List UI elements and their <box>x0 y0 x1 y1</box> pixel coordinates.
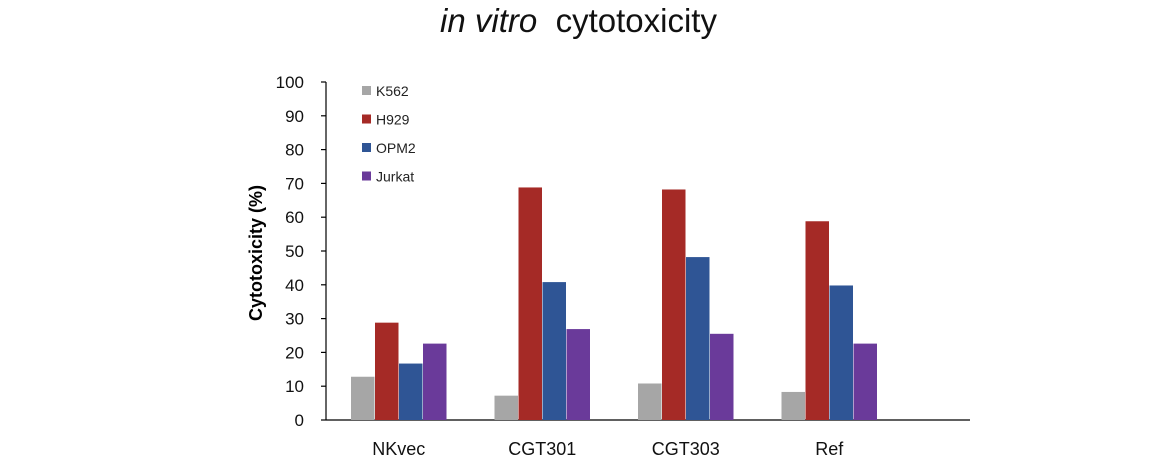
legend-label-opm2: OPM2 <box>376 140 416 156</box>
bar-jurkat-cgt301 <box>566 329 590 420</box>
y-tick-label: 70 <box>285 174 304 193</box>
legend-swatch-opm2 <box>362 143 371 152</box>
y-tick-label: 20 <box>285 343 304 362</box>
y-tick-label: 90 <box>285 107 304 126</box>
x-tick-label: CGT301 <box>508 439 576 459</box>
bar-k562-ref <box>781 391 805 420</box>
bar-h929-cgt301 <box>518 187 542 420</box>
bar-jurkat-ref <box>853 343 877 420</box>
bar-k562-cgt301 <box>494 395 518 420</box>
legend-swatch-jurkat <box>362 171 371 181</box>
x-tick-label: Ref <box>815 439 844 459</box>
bar-h929-ref <box>805 221 829 420</box>
legend-label-k562: K562 <box>376 83 409 99</box>
bar-k562-cgt303 <box>638 383 662 420</box>
y-tick-label: 30 <box>285 310 304 329</box>
bar-opm2-cgt303 <box>686 257 710 420</box>
chart-title-rest: cytotoxicity <box>555 2 717 39</box>
bar-opm2-cgt301 <box>542 282 566 420</box>
y-tick-label: 60 <box>285 208 304 227</box>
y-tick-label: 10 <box>285 377 304 396</box>
y-tick-label: 80 <box>285 141 304 160</box>
bar-h929-cgt303 <box>662 189 686 420</box>
bar-opm2-ref <box>829 285 853 420</box>
bar-jurkat-cgt303 <box>710 333 734 420</box>
legend-label-jurkat: Jurkat <box>376 169 414 185</box>
y-tick-label: 50 <box>285 242 304 261</box>
bar-h929-nkvec <box>375 322 399 420</box>
legend-swatch-k562 <box>362 86 371 95</box>
bar-jurkat-nkvec <box>423 343 447 420</box>
bar-k562-nkvec <box>351 376 375 420</box>
chart-title: in vitro cytotoxicity <box>0 2 1157 40</box>
chart-title-italic: in vitro <box>440 2 538 39</box>
y-tick-label: 0 <box>295 411 304 430</box>
y-tick-label: 100 <box>276 73 304 92</box>
legend-label-h929: H929 <box>376 112 410 128</box>
x-tick-label: NKvec <box>372 439 425 459</box>
y-tick-label: 40 <box>285 276 304 295</box>
y-axis-title: Cytotoxicity (%) <box>246 185 266 321</box>
bar-opm2-nkvec <box>399 363 423 420</box>
legend-swatch-h929 <box>362 114 371 124</box>
x-tick-label: CGT303 <box>652 439 720 459</box>
